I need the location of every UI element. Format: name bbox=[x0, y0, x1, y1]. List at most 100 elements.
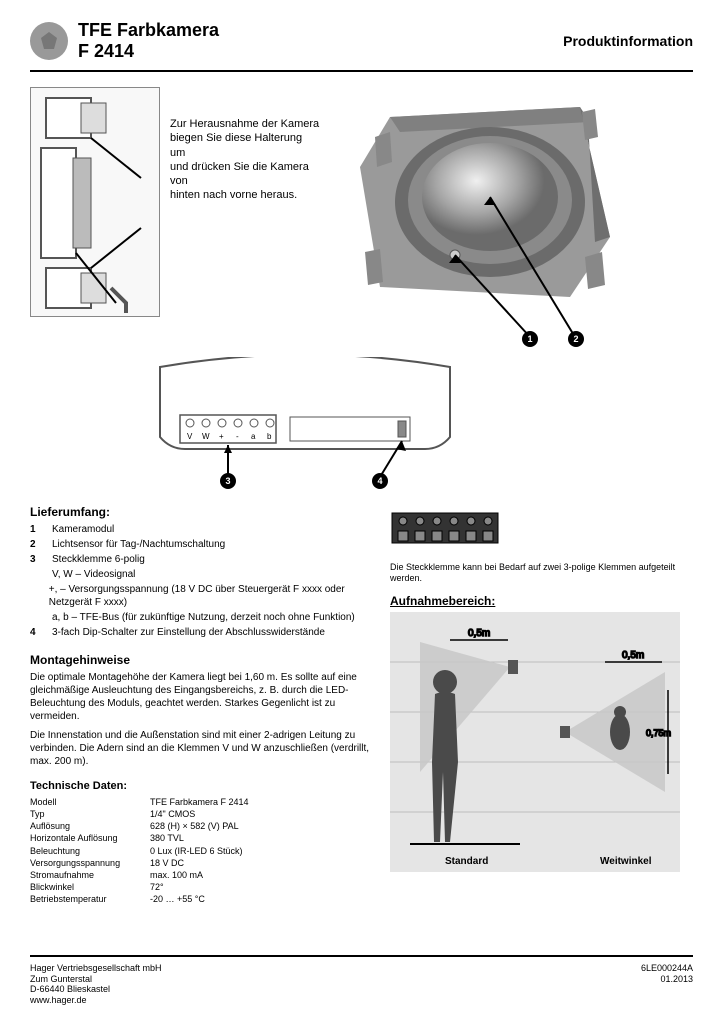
callout-l2: biegen Sie diese Halterung um bbox=[170, 131, 320, 160]
tech-value: 0 Lux (IR-LED 6 Stück) bbox=[150, 845, 243, 857]
tech-label: Beleuchtung bbox=[30, 845, 150, 857]
tech-table: ModellTFE Farbkamera F 2414Typ1/4" CMOSA… bbox=[30, 796, 370, 905]
montage-heading: Montagehinweise bbox=[30, 653, 370, 667]
footer-doc-block: 6LE000244A 01.2013 bbox=[641, 963, 693, 1006]
header-left: TFE Farbkamera F 2414 bbox=[30, 20, 219, 62]
svg-text:Weitwinkel: Weitwinkel bbox=[600, 856, 652, 867]
list-item: 43-fach Dip-Schalter zur Einstellung der… bbox=[30, 626, 370, 639]
tech-row: ModellTFE Farbkamera F 2414 bbox=[30, 796, 370, 808]
svg-text:0,5m: 0,5m bbox=[622, 650, 644, 661]
footer-doc: 6LE000244A bbox=[641, 963, 693, 974]
svg-text:Standard: Standard bbox=[445, 856, 488, 867]
tech-label: Versorgungsspannung bbox=[30, 857, 150, 869]
left-column: Lieferumfang: 1Kameramodul2Lichtsensor f… bbox=[30, 497, 370, 905]
tech-row: Versorgungsspannung18 V DC bbox=[30, 857, 370, 869]
svg-text:-: - bbox=[236, 432, 239, 441]
doc-type: Produktinformation bbox=[563, 33, 693, 49]
badge-3: 3 bbox=[220, 473, 236, 489]
tech-row: Auflösung628 (H) × 582 (V) PAL bbox=[30, 820, 370, 832]
footer-company: Hager Vertriebsgesellschaft mbH bbox=[30, 963, 162, 974]
item-text: Steckklemme 6-polig bbox=[52, 553, 145, 566]
footer-address: Hager Vertriebsgesellschaft mbH Zum Gunt… bbox=[30, 963, 162, 1006]
right-column: Die Steckklemme kann bei Bedarf auf zwei… bbox=[390, 497, 690, 905]
badge-2: 2 bbox=[568, 331, 584, 347]
item-text: Kameramodul bbox=[52, 523, 114, 536]
product-title: TFE Farbkamera bbox=[78, 20, 219, 41]
svg-text:W: W bbox=[202, 432, 210, 441]
montage-paragraph: Die optimale Montagehöhe der Kamera lieg… bbox=[30, 671, 370, 723]
item-text: 3-fach Dip-Schalter zur Einstellung der … bbox=[52, 626, 325, 639]
footer-date: 01.2013 bbox=[641, 974, 693, 985]
svg-text:+: + bbox=[219, 432, 224, 441]
connector-caption: Die Steckklemme kann bei Bedarf auf zwei… bbox=[390, 562, 690, 584]
connector-block bbox=[390, 505, 500, 550]
list-item: 3Steckklemme 6-polig bbox=[30, 553, 370, 566]
tech-label: Blickwinkel bbox=[30, 881, 150, 893]
tech-value: TFE Farbkamera F 2414 bbox=[150, 796, 249, 808]
callout-l4: hinten nach vorne heraus. bbox=[170, 188, 320, 202]
badge-4: 4 bbox=[372, 473, 388, 489]
tech-value: 380 TVL bbox=[150, 832, 184, 844]
item-number bbox=[30, 568, 52, 581]
tech-row: Stromaufnahmemax. 100 mA bbox=[30, 869, 370, 881]
svg-text:0,5m: 0,5m bbox=[468, 628, 490, 639]
tech-row: Betriebstemperatur-20 … +55 °C bbox=[30, 893, 370, 905]
diagram-row: Zur Herausnahme der Kamera biegen Sie di… bbox=[30, 87, 693, 347]
item-text: Lichtsensor für Tag-/Nachtumschaltung bbox=[52, 538, 225, 551]
lieferumfang-list: 1Kameramodul2Lichtsensor für Tag-/Nachtu… bbox=[30, 523, 370, 639]
tech-row: Horizontale Auflösung380 TVL bbox=[30, 832, 370, 844]
tech-label: Betriebstemperatur bbox=[30, 893, 150, 905]
side-view-drawing bbox=[30, 87, 160, 317]
product-model: F 2414 bbox=[78, 41, 219, 62]
tech-label: Typ bbox=[30, 808, 150, 820]
svg-text:V: V bbox=[187, 432, 193, 441]
callout-l3: und drücken Sie die Kamera von bbox=[170, 160, 320, 189]
item-number: 1 bbox=[30, 523, 52, 536]
tech-value: 1/4" CMOS bbox=[150, 808, 195, 820]
item-text: +, – Versorgungsspannung (18 V DC über S… bbox=[49, 583, 370, 609]
footer-city: D-66440 Blieskastel bbox=[30, 984, 162, 995]
brand-logo bbox=[30, 22, 68, 60]
extraction-note: Zur Herausnahme der Kamera biegen Sie di… bbox=[170, 87, 320, 347]
tech-row: Typ1/4" CMOS bbox=[30, 808, 370, 820]
badge-1: 1 bbox=[522, 331, 538, 347]
page-footer: Hager Vertriebsgesellschaft mbH Zum Gunt… bbox=[30, 955, 693, 1006]
tech-label: Modell bbox=[30, 796, 150, 808]
list-item: 1Kameramodul bbox=[30, 523, 370, 536]
item-number: 3 bbox=[30, 553, 52, 566]
list-item: +, – Versorgungsspannung (18 V DC über S… bbox=[30, 583, 370, 609]
svg-text:b: b bbox=[267, 432, 272, 441]
header-title-block: TFE Farbkamera F 2414 bbox=[78, 20, 219, 62]
range-heading: Aufnahmebereich: bbox=[390, 594, 690, 608]
terminal-drawing: VW +- ab 3 4 bbox=[150, 357, 460, 487]
mid-section: Lieferumfang: 1Kameramodul2Lichtsensor f… bbox=[30, 497, 693, 905]
item-text: V, W – Videosignal bbox=[52, 568, 135, 581]
list-item: 2Lichtsensor für Tag-/Nachtumschaltung bbox=[30, 538, 370, 551]
item-number: 4 bbox=[30, 626, 52, 639]
item-text: a, b – TFE-Bus (für zukünftige Nutzung, … bbox=[52, 611, 355, 624]
montage-paragraph: Die Innenstation und die Außenstation si… bbox=[30, 729, 370, 768]
tech-value: 72° bbox=[150, 881, 164, 893]
tech-label: Stromaufnahme bbox=[30, 869, 150, 881]
tech-label: Auflösung bbox=[30, 820, 150, 832]
footer-web: www.hager.de bbox=[30, 995, 162, 1006]
callout-l1: Zur Herausnahme der Kamera bbox=[170, 117, 320, 131]
item-number bbox=[30, 583, 49, 609]
tech-row: Beleuchtung0 Lux (IR-LED 6 Stück) bbox=[30, 845, 370, 857]
tech-value: 628 (H) × 582 (V) PAL bbox=[150, 820, 239, 832]
device-3d-view: 1 2 bbox=[330, 87, 630, 347]
range-diagram: 0,5m 0,5m 0,75m Standard Weitwinkel bbox=[390, 612, 680, 872]
page-header: TFE Farbkamera F 2414 Produktinformation bbox=[30, 20, 693, 72]
tech-row: Blickwinkel72° bbox=[30, 881, 370, 893]
tech-value: -20 … +55 °C bbox=[150, 893, 205, 905]
list-item: V, W – Videosignal bbox=[30, 568, 370, 581]
montage-text: Die optimale Montagehöhe der Kamera lieg… bbox=[30, 671, 370, 768]
svg-text:0,75m: 0,75m bbox=[646, 728, 671, 738]
item-number: 2 bbox=[30, 538, 52, 551]
footer-street: Zum Gunterstal bbox=[30, 974, 162, 985]
lieferumfang-heading: Lieferumfang: bbox=[30, 505, 370, 519]
tech-value: 18 V DC bbox=[150, 857, 184, 869]
list-item: a, b – TFE-Bus (für zukünftige Nutzung, … bbox=[30, 611, 370, 624]
item-number bbox=[30, 611, 52, 624]
tech-heading: Technische Daten: bbox=[30, 780, 370, 792]
